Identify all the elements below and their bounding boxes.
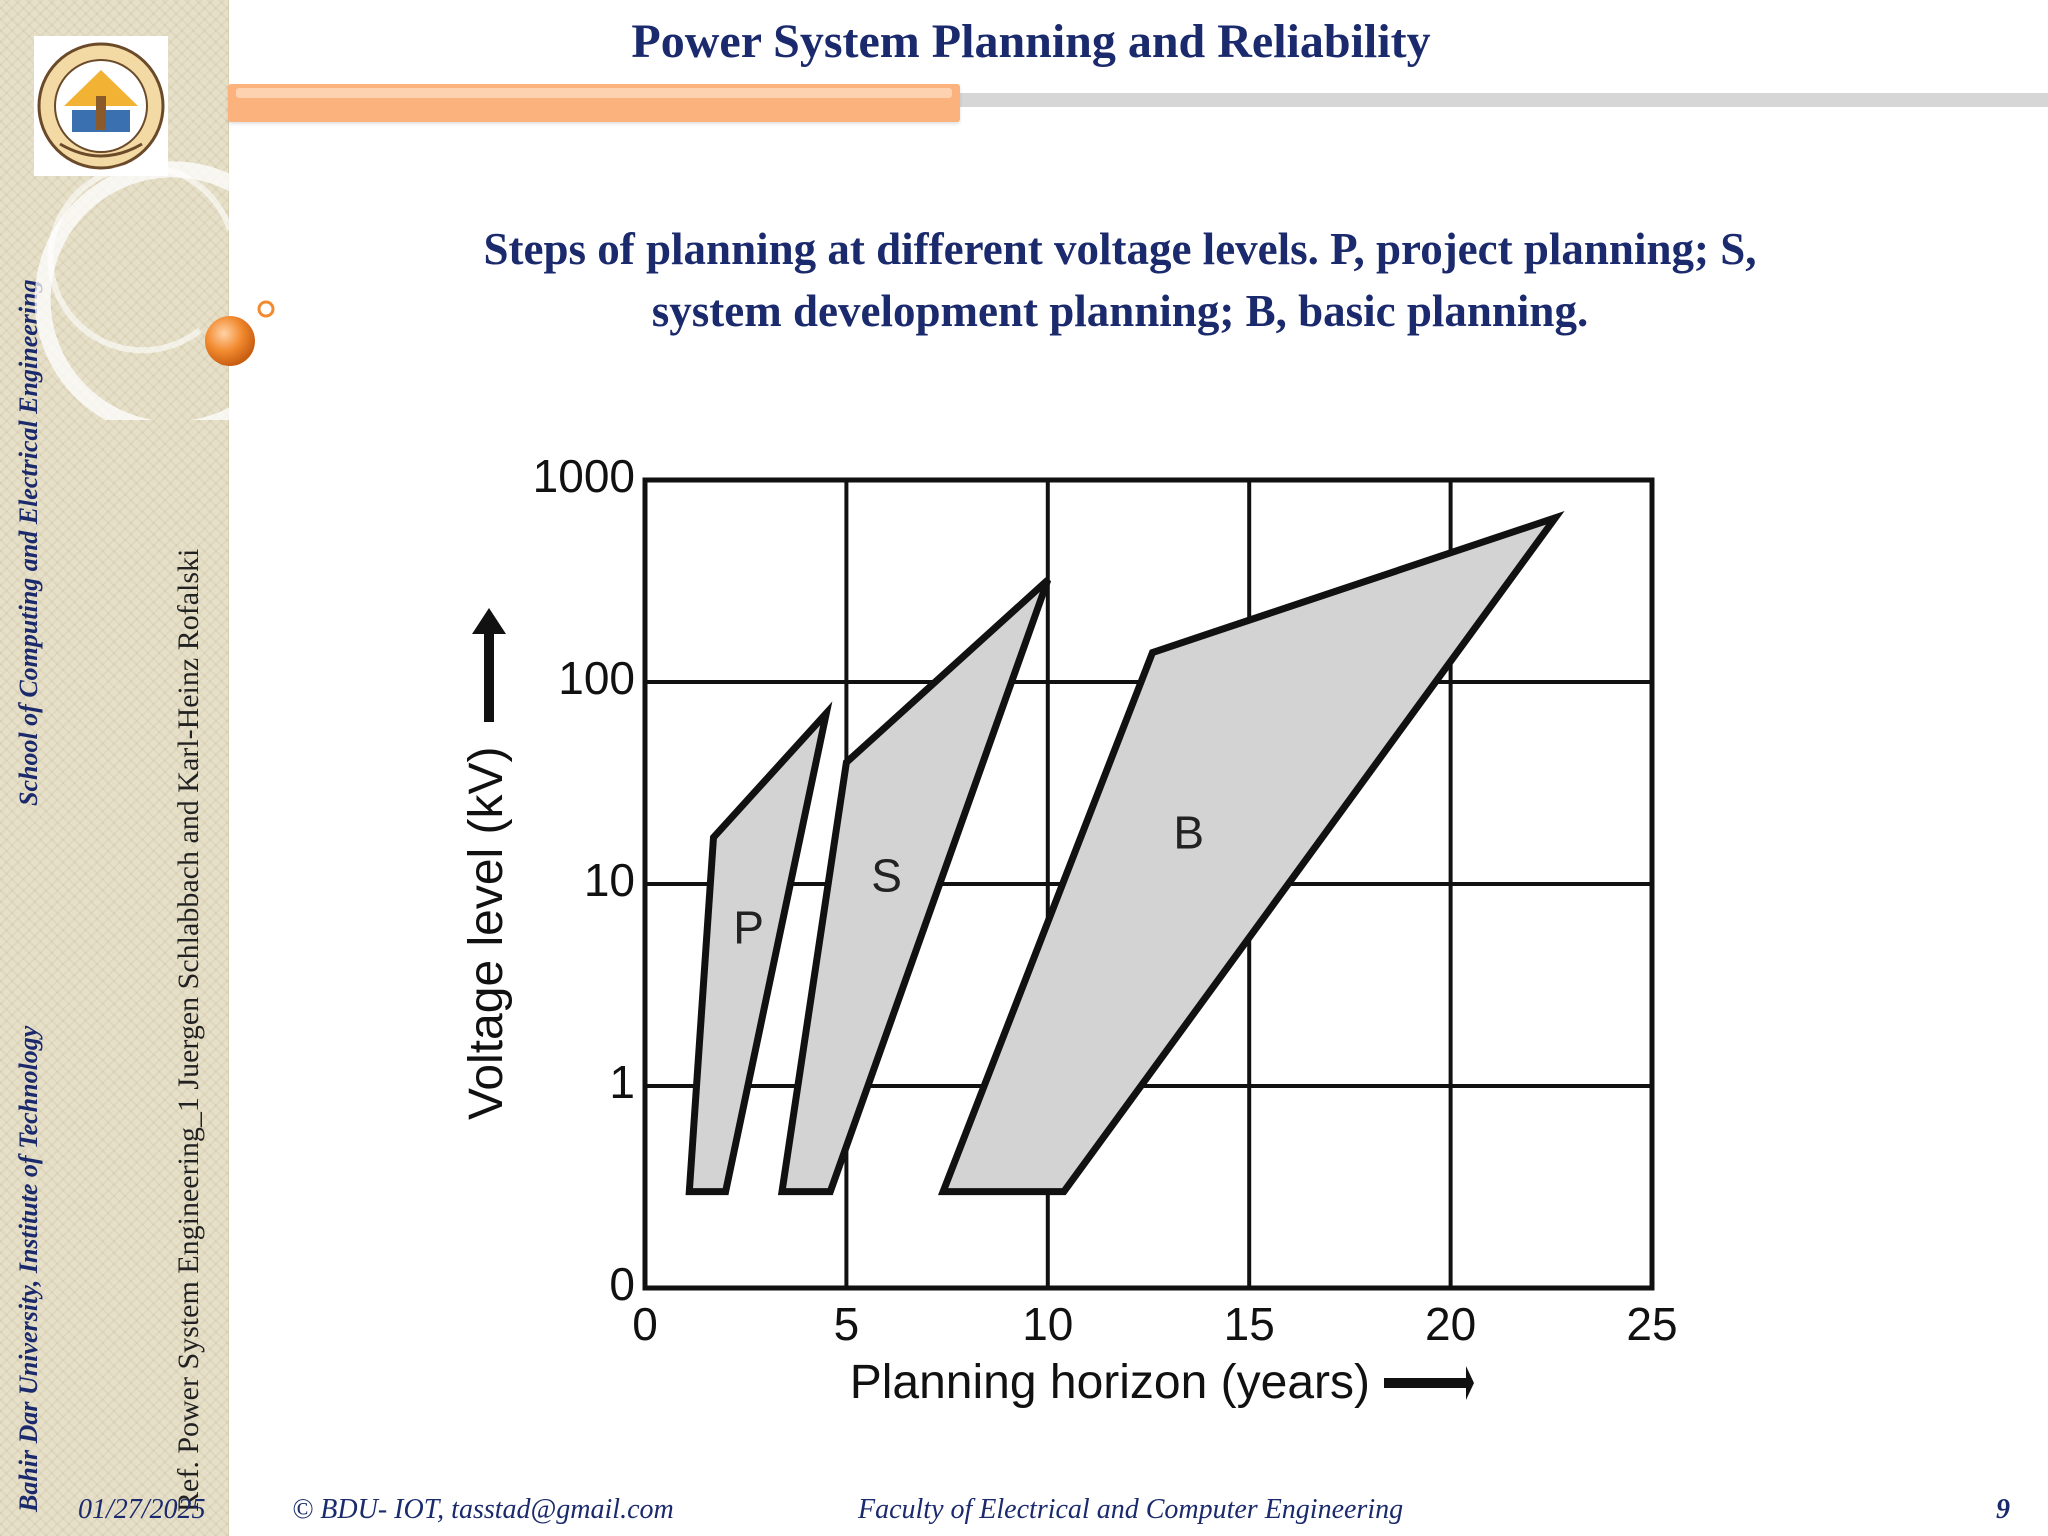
x-tick-label: 10 [1022,1298,1073,1350]
region-label-s: S [871,849,902,901]
voltage-planning-chart: 0 5 10 15 20 25 0 1 10 100 1000 P S B Planning hori… [460,450,1678,1409]
y-axis-label: Voltage level (kV) [460,746,513,1120]
y-tick-label: 10 [584,854,635,906]
x-tick-labels: 0 5 10 15 20 25 [632,1298,1677,1350]
region-b [937,511,1565,1196]
y-tick-labels: 0 1 10 100 1000 [533,450,635,1310]
y-tick-label: 100 [558,652,635,704]
orange-orb [205,316,255,366]
figure-caption-line1: Steps of planning at different voltage l… [483,224,1757,274]
footer-date: 01/27/2025 [78,1494,206,1525]
region-labels: P S B [733,806,1204,953]
figure-caption-line2: system development planning; B, basic pl… [651,286,1589,336]
institution-label: Bahir Dar University, Institute of Techn… [14,1025,43,1512]
region-label-p: P [733,901,764,953]
region-s [777,577,1052,1196]
figure-caption: Steps of planning at different voltage l… [370,218,1870,342]
x-tick-label: 0 [632,1298,658,1350]
x-axis-arrow [1384,1366,1474,1400]
chart-regions [685,511,1565,1196]
x-axis-label: Planning horizon (years) [850,1356,1370,1409]
y-tick-label: 0 [609,1258,635,1310]
x-tick-label: 20 [1425,1298,1476,1350]
reference-label: Ref. Power System Engineering_1 Juergen … [172,548,205,1512]
y-axis-arrow [472,608,506,722]
y-tick-label: 1 [609,1056,635,1108]
chart-frame [642,477,1655,1291]
y-tick-label: 1000 [533,450,635,502]
small-ring [257,300,275,318]
footer-faculty: Faculty of Electrical and Computer Engin… [858,1494,1404,1525]
x-tick-label: 25 [1626,1298,1677,1350]
slide-title: Power System Planning and Reliability [631,15,1431,68]
footer-copyright: © BDU- IOT, tasstad@gmail.com [292,1494,674,1525]
decorative-arcs [34,161,275,420]
header-accent-highlight [236,88,952,98]
sidebar: Bahir Dar University, Institute of Techn… [0,0,229,1536]
x-tick-label: 5 [834,1298,860,1350]
university-logo [34,36,168,176]
page-number: 9 [1996,1494,2010,1525]
region-p [685,701,833,1196]
region-label-b: B [1173,806,1204,858]
x-tick-label: 15 [1224,1298,1275,1350]
